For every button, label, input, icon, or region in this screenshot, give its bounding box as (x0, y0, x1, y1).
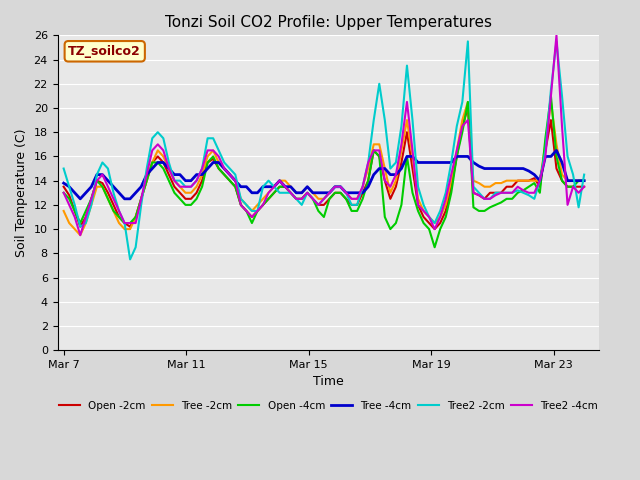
Text: TZ_soilco2: TZ_soilco2 (68, 45, 141, 58)
Line: Tree -4cm: Tree -4cm (63, 150, 584, 199)
Tree -2cm (76, 232, 84, 238)
Open -4cm (154, 160, 162, 166)
Tree -4cm (447, 160, 455, 166)
Tree -2cm (60, 208, 67, 214)
Tree -4cm (552, 147, 560, 153)
Tree2 -4cm (580, 184, 588, 190)
Line: Open -4cm: Open -4cm (63, 96, 584, 247)
Tree2 -4cm (159, 147, 167, 153)
Open -2cm (425, 220, 433, 226)
Open -2cm (453, 154, 461, 159)
Open -4cm (547, 93, 555, 99)
Line: Open -2cm: Open -2cm (63, 108, 584, 229)
Tree -4cm (453, 154, 461, 159)
X-axis label: Time: Time (313, 375, 344, 388)
Tree -4cm (580, 178, 588, 183)
Tree2 -4cm (447, 172, 455, 178)
Tree2 -2cm (464, 38, 472, 44)
Tree2 -2cm (159, 135, 167, 141)
Tree2 -2cm (420, 202, 428, 208)
Tree2 -2cm (431, 220, 438, 226)
Open -4cm (447, 190, 455, 196)
Tree -4cm (159, 160, 167, 166)
Tree2 -2cm (447, 160, 455, 166)
Line: Tree2 -2cm: Tree2 -2cm (63, 41, 584, 259)
Tree -4cm (60, 180, 67, 186)
Open -2cm (82, 214, 90, 220)
Open -2cm (154, 154, 162, 159)
Line: Tree2 -4cm: Tree2 -4cm (63, 36, 584, 235)
Open -2cm (447, 184, 455, 190)
Tree2 -4cm (552, 33, 560, 38)
Tree -2cm (464, 99, 472, 105)
Legend: Open -2cm, Tree -2cm, Open -4cm, Tree -4cm, Tree2 -2cm, Tree2 -4cm: Open -2cm, Tree -2cm, Open -4cm, Tree -4… (55, 396, 602, 415)
Open -2cm (431, 226, 438, 232)
Open -2cm (464, 105, 472, 111)
Open -2cm (580, 184, 588, 190)
Title: Tonzi Soil CO2 Profile: Upper Temperatures: Tonzi Soil CO2 Profile: Upper Temperatur… (165, 15, 492, 30)
Tree -4cm (76, 196, 84, 202)
Tree2 -4cm (420, 208, 428, 214)
Tree2 -2cm (60, 166, 67, 171)
Open -4cm (60, 190, 67, 196)
Tree2 -2cm (126, 256, 134, 262)
Tree -2cm (420, 208, 428, 214)
Open -4cm (414, 208, 422, 214)
Open -2cm (60, 184, 67, 190)
Open -4cm (453, 154, 461, 159)
Tree -2cm (159, 154, 167, 159)
Tree -2cm (88, 202, 95, 208)
Open -2cm (414, 202, 422, 208)
Tree2 -2cm (453, 123, 461, 129)
Open -4cm (425, 226, 433, 232)
Tree2 -4cm (76, 232, 84, 238)
Tree2 -4cm (60, 190, 67, 196)
Tree2 -2cm (580, 172, 588, 178)
Tree2 -4cm (453, 147, 461, 153)
Tree -2cm (447, 178, 455, 183)
Y-axis label: Soil Temperature (C): Soil Temperature (C) (15, 129, 28, 257)
Tree2 -4cm (431, 226, 438, 232)
Tree -2cm (580, 178, 588, 183)
Open -4cm (580, 178, 588, 183)
Tree -2cm (431, 220, 438, 226)
Tree -4cm (431, 160, 438, 166)
Tree -4cm (420, 160, 428, 166)
Tree2 -2cm (82, 220, 90, 226)
Line: Tree -2cm: Tree -2cm (63, 102, 584, 235)
Tree2 -4cm (88, 196, 95, 202)
Open -4cm (431, 244, 438, 250)
Open -4cm (82, 208, 90, 214)
Tree -4cm (88, 184, 95, 190)
Tree -2cm (453, 147, 461, 153)
